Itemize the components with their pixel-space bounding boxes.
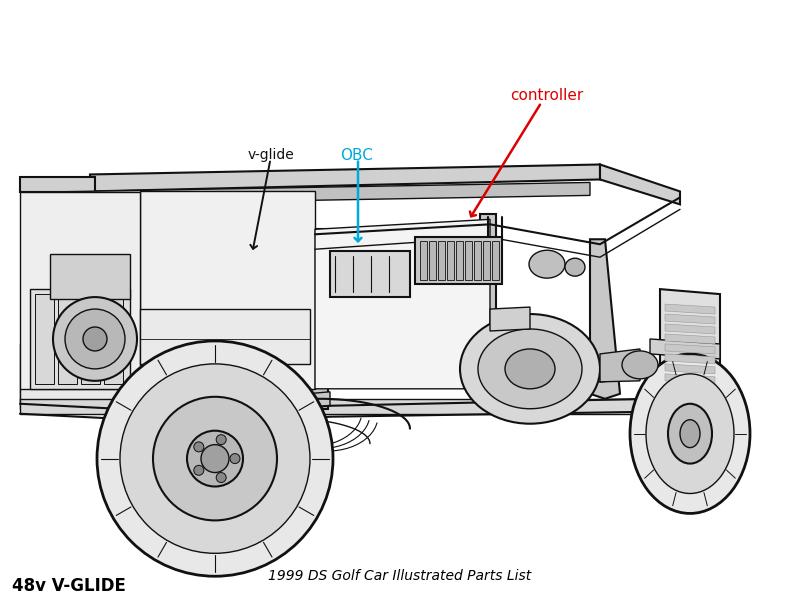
Ellipse shape: [194, 466, 204, 475]
Polygon shape: [30, 289, 130, 389]
Polygon shape: [650, 339, 720, 359]
Polygon shape: [35, 294, 54, 384]
Polygon shape: [665, 324, 715, 334]
Polygon shape: [665, 364, 715, 374]
Ellipse shape: [187, 431, 243, 487]
Ellipse shape: [478, 329, 582, 409]
Ellipse shape: [53, 297, 137, 381]
Polygon shape: [104, 294, 123, 384]
Polygon shape: [590, 239, 620, 399]
Polygon shape: [140, 309, 310, 364]
Polygon shape: [50, 254, 130, 299]
Ellipse shape: [460, 314, 600, 424]
Polygon shape: [480, 214, 496, 399]
Ellipse shape: [216, 473, 226, 482]
Polygon shape: [456, 241, 463, 280]
Polygon shape: [483, 241, 490, 280]
Polygon shape: [600, 164, 680, 205]
Polygon shape: [20, 389, 165, 404]
Polygon shape: [465, 241, 472, 280]
Polygon shape: [20, 399, 650, 414]
Polygon shape: [315, 220, 490, 389]
Polygon shape: [492, 241, 499, 280]
Polygon shape: [58, 294, 77, 384]
Polygon shape: [130, 179, 148, 409]
Polygon shape: [447, 241, 454, 280]
Text: 48v V-GLIDE: 48v V-GLIDE: [12, 577, 126, 595]
Polygon shape: [330, 251, 410, 297]
Ellipse shape: [65, 309, 125, 369]
Ellipse shape: [505, 349, 555, 389]
Ellipse shape: [668, 404, 712, 464]
Polygon shape: [665, 314, 715, 324]
Ellipse shape: [216, 434, 226, 445]
Polygon shape: [81, 294, 100, 384]
Ellipse shape: [230, 454, 240, 464]
Polygon shape: [310, 229, 328, 409]
Text: v-glide: v-glide: [248, 148, 294, 161]
Ellipse shape: [194, 442, 204, 452]
Ellipse shape: [680, 420, 700, 448]
Text: OBC: OBC: [340, 148, 373, 163]
Polygon shape: [25, 182, 590, 205]
Polygon shape: [10, 10, 790, 588]
Ellipse shape: [646, 374, 734, 493]
Polygon shape: [429, 241, 436, 280]
Text: controller: controller: [510, 88, 583, 103]
Polygon shape: [665, 344, 715, 354]
Polygon shape: [215, 392, 330, 416]
Polygon shape: [665, 354, 715, 364]
Polygon shape: [665, 374, 715, 384]
Ellipse shape: [630, 354, 750, 514]
Polygon shape: [420, 241, 427, 280]
Ellipse shape: [529, 250, 565, 278]
Ellipse shape: [153, 397, 277, 520]
Ellipse shape: [622, 351, 658, 379]
Polygon shape: [438, 241, 445, 280]
Polygon shape: [490, 307, 530, 331]
Ellipse shape: [97, 341, 333, 576]
Ellipse shape: [201, 445, 229, 473]
Polygon shape: [600, 349, 640, 382]
Text: 1999 DS Golf Car Illustrated Parts List: 1999 DS Golf Car Illustrated Parts List: [268, 569, 532, 583]
Polygon shape: [140, 191, 315, 389]
Polygon shape: [20, 344, 165, 409]
Ellipse shape: [565, 258, 585, 276]
Polygon shape: [660, 289, 720, 409]
Ellipse shape: [120, 364, 310, 553]
Polygon shape: [20, 193, 140, 389]
Polygon shape: [474, 241, 481, 280]
Polygon shape: [665, 304, 715, 314]
Ellipse shape: [83, 327, 107, 351]
Polygon shape: [415, 237, 502, 284]
Polygon shape: [90, 164, 600, 191]
Polygon shape: [20, 178, 95, 193]
Polygon shape: [665, 334, 715, 344]
